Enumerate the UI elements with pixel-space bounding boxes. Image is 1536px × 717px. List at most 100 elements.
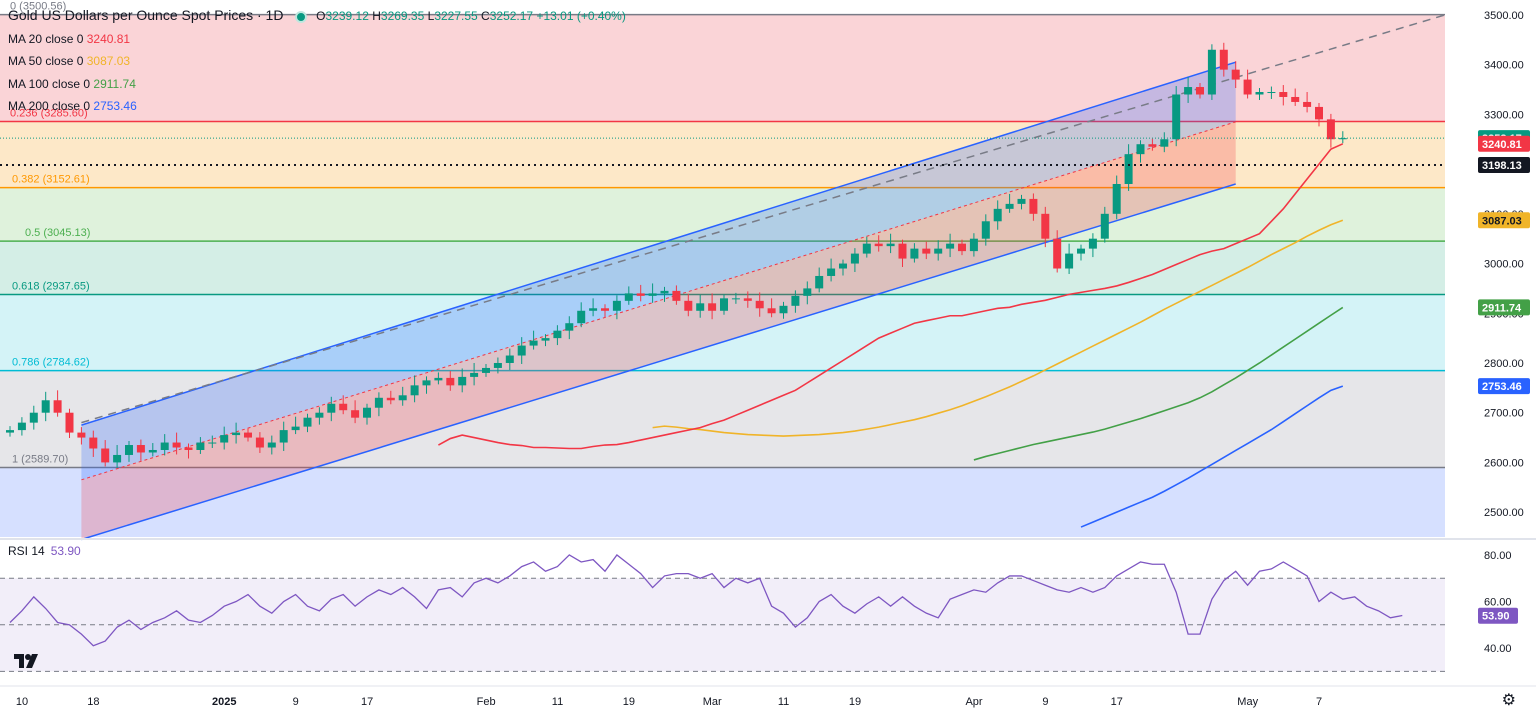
fib-label-0.382: 0.382 (3152.61): [12, 174, 90, 186]
candle: [1136, 144, 1145, 155]
candle: [386, 397, 395, 401]
price-tag-bg: [1478, 157, 1530, 174]
fib-label-0.618: 0.618 (2937.65): [12, 281, 90, 293]
gear-icon[interactable]: ⚙: [1501, 692, 1516, 709]
rsi-value-tag: 53.90: [1482, 611, 1510, 623]
candle: [1326, 119, 1335, 140]
candle: [862, 243, 871, 254]
candle: [244, 432, 252, 438]
ma200-legend[interactable]: MA 200 close 0 2753.46: [8, 99, 137, 113]
candle: [113, 454, 122, 463]
candle: [505, 355, 514, 363]
fib-label-0: 0 (3500.56): [10, 1, 66, 13]
candle: [220, 435, 229, 443]
candle: [743, 298, 752, 301]
candle: [41, 400, 50, 413]
candle: [315, 412, 324, 418]
candle: [779, 305, 788, 314]
candle: [601, 308, 609, 311]
candle: [684, 300, 693, 311]
y-tick-label: 2700.00: [1484, 408, 1524, 420]
x-tick-label: 17: [361, 696, 373, 708]
candle: [255, 437, 264, 448]
candle: [398, 395, 407, 401]
candle: [351, 410, 360, 418]
x-tick-label: May: [1237, 696, 1258, 708]
candle: [850, 253, 859, 264]
candle: [767, 308, 776, 314]
candle: [1017, 198, 1026, 204]
x-tick-label: 2025: [212, 696, 236, 708]
fib-label-0.236: 0.236 (3285.60): [10, 108, 88, 120]
candle: [755, 300, 764, 309]
x-tick-label: 11: [778, 696, 789, 708]
candle: [303, 417, 312, 427]
candle: [517, 345, 526, 356]
candle: [815, 275, 824, 289]
price-tag-bg: [1478, 378, 1530, 395]
candle: [934, 248, 943, 254]
candle: [339, 403, 348, 411]
x-tick-label: 19: [623, 696, 635, 708]
rsi-tick-label: 80.00: [1484, 550, 1512, 562]
ma100-legend[interactable]: MA 100 close 0 2911.74: [8, 76, 136, 91]
ma20-legend[interactable]: MA 20 close 0 3240.81: [8, 31, 131, 46]
x-tick-label: 11: [552, 696, 563, 708]
x-tick-label: 19: [849, 696, 861, 708]
candle: [1124, 154, 1133, 184]
tradingview-logo-icon[interactable]: [12, 650, 42, 672]
chart-title: Gold US Dollars per Ounce Spot Prices · …: [8, 7, 284, 23]
candle: [196, 442, 205, 450]
x-tick-label: Apr: [965, 696, 982, 708]
y-tick-label: 2500.00: [1484, 507, 1524, 519]
candle: [946, 243, 955, 249]
candle: [470, 372, 479, 377]
candle: [53, 400, 62, 413]
candle: [672, 290, 681, 301]
candle: [993, 208, 1002, 222]
y-tick-label: 3400.00: [1484, 60, 1524, 72]
candle: [1315, 106, 1323, 120]
channel-lower-fill: [81, 121, 1236, 540]
candle: [731, 298, 740, 300]
x-tick-label: 9: [1042, 696, 1048, 708]
y-tick-label: 2800.00: [1484, 358, 1524, 370]
rsi-value-tag-bg: [1478, 607, 1518, 624]
candle: [803, 288, 812, 296]
candle: [1255, 92, 1264, 95]
candle: [184, 447, 193, 450]
candle: [267, 442, 276, 448]
candle: [29, 412, 38, 423]
candle: [910, 248, 919, 259]
candle: [1279, 92, 1288, 97]
candle: [1291, 96, 1300, 102]
candle: [1005, 203, 1014, 209]
x-tick-label: 9: [293, 696, 299, 708]
candle: [327, 403, 336, 413]
x-tick-label: 18: [87, 696, 99, 708]
candle: [65, 412, 74, 433]
chart-legend: Gold US Dollars per Ounce Spot Prices · …: [8, 4, 626, 118]
rsi-legend[interactable]: RSI 14 53.90: [8, 544, 81, 558]
ohlc-values: O3239.12 H3269.35 L3227.55 C3252.17 +13.…: [316, 9, 626, 23]
y-tick-label: 3000.00: [1484, 259, 1524, 271]
ma20-line: [438, 143, 1344, 450]
candle: [898, 243, 907, 259]
candle: [1184, 87, 1193, 95]
candle: [1219, 49, 1228, 70]
chart-title-row: Gold US Dollars per Ounce Spot Prices · …: [8, 4, 626, 28]
price-tag-bg: [1478, 135, 1530, 152]
candle: [1065, 253, 1074, 269]
candle: [1053, 238, 1062, 269]
price-axis: [1445, 0, 1536, 717]
candle: [1231, 69, 1240, 80]
candle: [172, 442, 181, 448]
ma50-legend[interactable]: MA 50 close 0 3087.03: [8, 54, 131, 68]
candle: [363, 407, 371, 418]
candle: [577, 310, 586, 324]
candle: [279, 430, 288, 443]
fib-label-1: 1 (2589.70): [12, 454, 68, 466]
market-status-icon: [294, 10, 307, 23]
candle: [1196, 87, 1204, 95]
